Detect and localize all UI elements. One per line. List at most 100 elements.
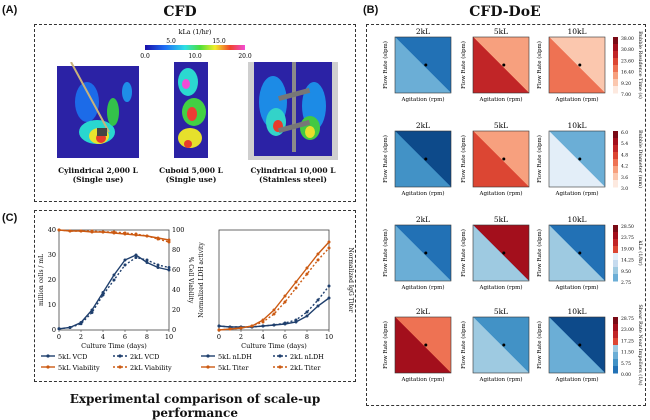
series-point-2kL_Viability xyxy=(79,229,83,233)
colorbar-tick: 5.75 xyxy=(621,361,631,367)
design-point xyxy=(424,157,428,161)
x-axis-label: Agitation (rpm) xyxy=(555,96,599,103)
series-point-2kL_nLDH xyxy=(283,321,287,325)
plot-frame xyxy=(548,224,606,282)
legend-label: 2kL Titer xyxy=(290,364,321,372)
colorbar-title: kLa (1/hr) xyxy=(179,28,212,36)
series-point-5kL_Titer xyxy=(283,294,287,298)
series-point-2kL_Titer xyxy=(316,258,320,262)
series-line-5kL_VCD xyxy=(58,254,170,330)
colorbar-tick: 38.00 xyxy=(621,36,634,42)
legend-label: 5kL Viability xyxy=(58,364,100,372)
y-axis-label: Flow Rate (slpm) xyxy=(382,135,389,183)
contour-band xyxy=(395,37,451,93)
y-tick-label: 30 xyxy=(48,251,56,259)
series-point-2kL_Viability xyxy=(57,228,61,232)
legend-label: 2kL nLDH xyxy=(290,353,324,361)
doe-cell xyxy=(472,316,530,374)
design-point xyxy=(424,251,428,255)
doe-cell xyxy=(548,36,606,94)
contour-band xyxy=(549,317,605,373)
vessel-10000l-name: Cylindrical 10,000 L xyxy=(250,166,336,175)
x-tick-label: 10 xyxy=(325,333,333,341)
scale-title: 10kL xyxy=(567,215,586,224)
scale-title: 5kL xyxy=(494,215,508,224)
colorbar-segment xyxy=(613,72,618,80)
vessel-5000l-image xyxy=(174,62,208,158)
plot-frame xyxy=(394,130,452,188)
vessel-10000l-image xyxy=(248,62,338,160)
cfd-colorbar: kLa (1/hr) 5.0 15.0 0.0 10.0 20.0 xyxy=(140,28,252,60)
plot-frame xyxy=(548,316,606,374)
cfd-doe-grid: 2kL Agitation (rpm) Flow Rate (slpm) 5kL Agi… xyxy=(382,27,644,386)
colorbar-tick: 0.0 xyxy=(140,53,150,60)
design-point xyxy=(502,157,506,161)
contour-band xyxy=(395,317,451,373)
x-axis-label: Agitation (rpm) xyxy=(479,96,523,103)
design-point xyxy=(502,343,506,347)
series-point-2kL_Titer xyxy=(217,328,221,332)
y-tick-label: 40 xyxy=(48,226,56,234)
colorbar-tick: 16.40 xyxy=(621,70,634,76)
series-point-2kL_Titer xyxy=(283,300,287,304)
colorbar-tick: 15.0 xyxy=(212,38,226,45)
x-tick-label: 8 xyxy=(145,333,149,341)
vessel-2000l-caption: Cylindrical 2,000 L (Single use) xyxy=(48,166,148,184)
colorbar-segment xyxy=(613,159,618,167)
colorbar-tick: 4.8 xyxy=(621,152,628,158)
contour-band xyxy=(395,131,451,187)
scale-title: 2kL xyxy=(416,27,430,36)
series-line-2kL_Titer xyxy=(218,247,330,331)
y2-tick-label: 20 xyxy=(172,306,180,314)
legend-marker xyxy=(206,354,210,358)
panel-c-box xyxy=(34,210,356,382)
x-axis-label: Culture Time (days) xyxy=(241,342,307,350)
series-point-2kL_nLDH xyxy=(316,298,320,302)
x-tick-label: 10 xyxy=(165,333,173,341)
colorbar-segment xyxy=(613,131,618,139)
colorbar-tick: 14.25 xyxy=(621,258,634,264)
colorbar-tick: 3.6 xyxy=(621,175,628,181)
series-point-2kL_VCD xyxy=(134,256,138,259)
colorbar-segment xyxy=(613,239,618,247)
contour-band xyxy=(473,317,529,373)
y-axis-label: Flow Rate (slpm) xyxy=(536,135,543,183)
colorbar-segment xyxy=(613,65,618,73)
series-point-2kL_Titer xyxy=(272,312,276,316)
series-point-2kL_Viability xyxy=(90,229,94,233)
design-point xyxy=(502,63,506,67)
plot-frame xyxy=(472,224,530,282)
doe-cell xyxy=(394,316,452,374)
vessel-5000l-caption: Cuboid 5,000 L (Single use) xyxy=(141,166,241,184)
colorbar-tick: 28.75 xyxy=(621,316,634,322)
design-point xyxy=(424,63,428,67)
colorbar-segment xyxy=(613,366,618,374)
contour-band xyxy=(549,37,605,93)
y2-tick-label: 80 xyxy=(172,246,180,254)
legend-marker xyxy=(118,354,122,358)
series-point-2kL_nLDH xyxy=(261,324,265,328)
scale-title: 2kL xyxy=(416,307,430,316)
colorbar-segment xyxy=(613,51,618,59)
doe-cell xyxy=(548,316,606,374)
y-tick-label: 0 xyxy=(52,326,56,334)
series-point-2kL_VCD xyxy=(112,278,116,282)
doe-cell xyxy=(394,130,452,188)
series-line-2kL_nLDH xyxy=(218,285,330,328)
colorbar-tick: 20.0 xyxy=(238,53,252,60)
colorbar-segment xyxy=(613,58,618,66)
series-point-2kL_Viability xyxy=(134,232,138,236)
series-line-2kL_Viability xyxy=(58,229,170,243)
series-point-5kL_Titer xyxy=(272,308,276,312)
legend-label: 2kL Viability xyxy=(130,364,172,372)
colorbar-segment xyxy=(613,138,618,146)
series-line-5kL_Titer xyxy=(218,241,330,331)
colorbar-tick: 4.2 xyxy=(621,164,628,170)
colorbar-tick: 23.60 xyxy=(621,58,634,64)
vessel-5000l-type: (Single use) xyxy=(165,175,217,184)
series-point-2kL_nLDH xyxy=(217,324,221,328)
series-point-2kL_nLDH xyxy=(327,284,331,288)
scale-title: 10kL xyxy=(567,27,586,36)
legend-label: 5kL VCD xyxy=(58,353,87,361)
